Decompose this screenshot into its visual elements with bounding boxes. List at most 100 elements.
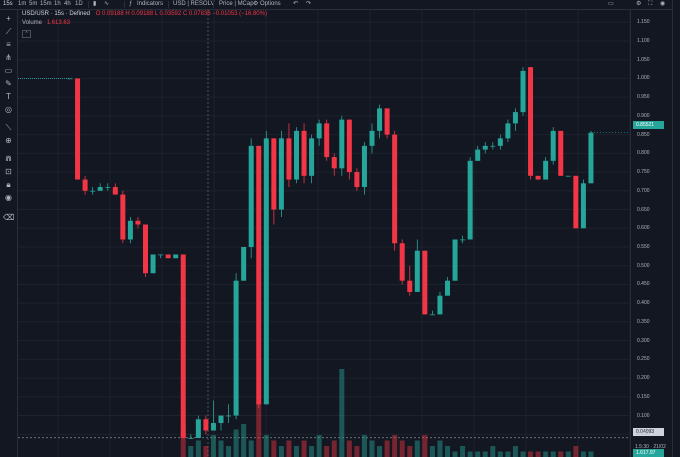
candle-up [233,280,239,416]
price-tick-label: 0.800 [637,150,650,157]
candle-down [120,194,126,240]
candle-up [467,160,473,240]
gear-icon[interactable]: ⚙ [253,1,259,7]
text-icon[interactable]: T [6,92,11,101]
price-mcap-toggle[interactable]: Price | MCap [219,1,254,7]
volume-bar [354,446,360,457]
volume-bar [256,402,262,457]
price-tick-label: 1.050 [637,56,650,63]
candle-down [135,220,141,225]
settings-icon[interactable]: ⚙ [636,1,642,7]
crosshair-icon[interactable]: + [6,14,11,23]
horizontal-lines-icon[interactable]: ≡ [6,40,11,49]
chart-type-icon[interactable]: ∿ [104,1,110,7]
candle-down [143,224,148,274]
interval-15m[interactable]: 15m [40,1,52,7]
volume-label: Volume [22,20,43,26]
options-button[interactable]: Options [260,1,281,7]
volume-bar [535,451,541,457]
trash-icon[interactable]: ⌫ [3,213,15,222]
rectangle-icon[interactable]: ▭ [4,66,13,75]
candle-down [422,250,428,315]
camera-icon[interactable]: ◉ [660,1,666,7]
lock-icon[interactable]: 🔒︎ [6,180,11,189]
price-tick-label: 0.250 [637,356,650,363]
candle-up [580,183,586,229]
volume-bar [512,446,518,457]
undo-icon[interactable]: ↶ [293,1,299,7]
candle-down [528,67,534,176]
price-tick-label: 1.150 [637,19,650,26]
candle-up [445,280,450,296]
candle-down [165,254,171,259]
candle-up [490,145,496,147]
candle-up [550,130,556,161]
price-tick-label: 0.050 [637,431,650,438]
eye-icon[interactable]: ◉ [5,193,12,202]
volume-bar [218,440,224,457]
toolbar-divider [213,1,214,8]
price-tick-label: 0.450 [637,281,650,288]
interval-1d[interactable]: 1D [75,1,83,7]
interval-5m[interactable]: 5m [29,1,38,7]
interval-selector[interactable]: 15s [3,1,13,7]
volume-bar [309,446,315,457]
volume-bar [263,435,269,457]
volume-bar [392,435,398,457]
price-tick-label: 0.350 [637,318,650,325]
zoom-in-icon[interactable]: ⊕ [5,136,12,145]
volume-bar [361,435,367,457]
candle-up [475,149,481,161]
price-tick-label: 0.300 [637,337,650,344]
trend-line-icon[interactable]: ⟋ [5,27,12,36]
redo-icon[interactable]: ↷ [306,1,312,7]
volume-bar [203,446,209,457]
fullscreen-icon[interactable]: ⛶ [648,1,653,7]
time-range-label: 1.5:30 · 21/02 [635,444,666,450]
layout-icon[interactable]: ▭ [608,1,614,7]
lock-drawings-icon[interactable]: ⊡ [5,167,12,176]
candle-up [173,254,179,259]
candle-down [112,187,118,195]
pitchfork-icon[interactable]: ⋔ [5,53,12,62]
volume-bar [422,435,428,457]
watchlist-panel[interactable] [672,0,680,457]
magnet-icon[interactable]: ⋒ [5,154,12,163]
symbol-label[interactable]: USD/USR · 15s · Defined [22,11,91,17]
volume-bar [316,435,322,457]
volume-bar [226,446,232,457]
candle-down [407,280,413,292]
candle-down [558,130,564,176]
volume-bar [429,446,435,457]
currency-toggle[interactable]: USD | RESOLV [173,1,215,7]
candle-up [218,415,224,424]
candle-up [105,187,111,188]
price-axis[interactable]: 0.85521 0.04093 1.5:30 · 21/02 1.617.97 … [630,10,673,457]
brush-icon[interactable]: ✎ [5,79,12,88]
price-tick-label: 0.150 [637,393,650,400]
price-tick-label: 0.850 [637,131,650,138]
price-chart[interactable] [18,10,630,457]
volume-bar [180,429,186,457]
candle-down [346,119,352,173]
candle-down [399,243,405,281]
pattern-icon[interactable]: ◎ [5,105,12,114]
interval-4h[interactable]: 4h [64,1,71,7]
volume-bar [452,451,458,457]
candle-down [180,254,186,439]
indicators-icon[interactable]: ƒ [129,1,133,7]
interval-1h[interactable]: 1h [54,1,61,7]
price-tick-label: 1.000 [637,75,650,82]
indicators-button[interactable]: Indicators [137,1,164,7]
candle-up [127,220,133,240]
candle-type-icon[interactable]: ▮ [93,1,97,7]
collapse-legend-icon[interactable]: ⌃ [22,30,31,38]
ruler-icon[interactable]: ⟍ [5,123,12,132]
volume-bar [414,440,420,457]
candle-up [414,250,420,292]
interval-1m[interactable]: 1m [18,1,27,7]
price-tick-label: 0.600 [637,225,650,232]
volume-bar [528,451,534,457]
volume-bar [399,440,405,457]
candle-up [565,175,571,177]
